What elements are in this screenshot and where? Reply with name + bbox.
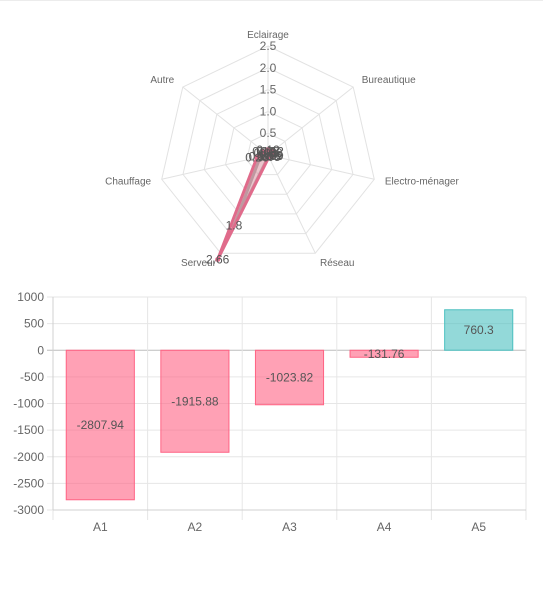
bar	[444, 309, 514, 351]
radar-data-label: 0.08	[259, 146, 283, 160]
bar-data-label: -1915.88	[171, 394, 219, 408]
bar-y-tick-labels: 1000 500 0 -500 -1000 -1500 -2000 -2500 -3000	[13, 290, 44, 517]
bar-data-label: -131.76	[364, 347, 405, 361]
radar-data-label: 0.26	[245, 151, 269, 165]
bar-y-tick-label: 500	[24, 317, 44, 331]
radar-grid-ring	[246, 132, 290, 176]
bar-x-tick-labels: A1 A2 A3 A4 A5	[93, 520, 486, 534]
bar-y-tick-label: -1000	[13, 397, 44, 411]
radar-data-label: 0.18	[249, 150, 273, 164]
radar-tick-label: 2.0	[260, 61, 277, 75]
bar-y-tick-label: -3000	[13, 503, 44, 517]
bar-y-tick-label: 1000	[17, 290, 44, 304]
radar-tick-label: 0.5	[260, 126, 277, 140]
bar	[160, 349, 230, 453]
radar-tick-label: 2.5	[260, 39, 277, 53]
radar-point	[266, 154, 272, 160]
radar-axis-label: Autre	[150, 75, 174, 86]
bar-x-tick-label: A2	[188, 520, 203, 534]
bar-data-labels: -2807.94 -1915.88 -1023.82 -131.76 760.3	[77, 323, 494, 432]
bar-x-tick-label: A4	[377, 520, 392, 534]
radar-axis-label: Serveur	[181, 258, 217, 269]
radar-spoke	[267, 86, 354, 156]
radar-axis-label: Electro-ménager	[385, 177, 460, 188]
radar-point	[261, 149, 267, 155]
radar-grid-ring	[182, 67, 354, 235]
radar-data-label: 0.12	[252, 145, 276, 159]
radar-data-label: 0.09	[260, 149, 284, 163]
radar-data-label: 0.08	[254, 146, 278, 160]
bar	[254, 349, 325, 406]
radar-spoke	[267, 154, 316, 254]
radar-tick-labels: 0.5 1.0 1.5 2.0 2.5	[260, 39, 277, 140]
radar-axis-labels: Eclairage Bureautique Electro-ménager Résea…	[105, 30, 459, 269]
radar-data-label: 0.08	[256, 145, 280, 159]
radar-point	[269, 149, 275, 155]
bar-y-tick-label: 0	[37, 343, 44, 357]
radar-spoke	[182, 86, 269, 156]
radar-grid-ring	[224, 110, 312, 195]
radar-data-label: 0.12	[256, 143, 280, 157]
radar-point	[254, 155, 260, 161]
radar-axis-label: Bureautique	[362, 75, 416, 86]
radar-axis-label: Eclairage	[247, 30, 289, 41]
bar-grid	[47, 296, 527, 520]
bar-y-tick-label: -1500	[13, 423, 44, 437]
bar-marks	[65, 309, 514, 501]
radar-series-area	[216, 148, 274, 261]
radar-spoke	[267, 154, 375, 180]
radar-point	[265, 147, 271, 153]
bar-y-tick-label: -500	[20, 370, 44, 384]
radar-chart: Eclairage Bureautique Electro-ménager Résea…	[105, 30, 459, 269]
bar	[65, 349, 135, 501]
radar-point	[215, 256, 221, 262]
bar-y-tick-label: -2000	[13, 450, 44, 464]
radar-spoke	[161, 154, 269, 180]
radar-data-label: 0.12	[260, 145, 284, 159]
radar-data-label: 0.05	[257, 150, 281, 164]
radar-data-label: 0.03	[257, 149, 281, 163]
radar-axis-label: Chauffage	[105, 177, 151, 188]
top-divider	[0, 0, 543, 1]
bar-x-tick-label: A1	[93, 520, 108, 534]
bar-y-tick-label: -2500	[13, 476, 44, 490]
bar	[349, 349, 419, 358]
radar-grid-ring	[161, 45, 375, 254]
bar-x-tick-label: A3	[282, 520, 297, 534]
radar-tick-label: 1.5	[260, 83, 277, 97]
bar-data-label: 760.3	[464, 323, 494, 337]
radar-data-label: 2.66	[206, 252, 230, 266]
bar-x-tick-label: A5	[471, 520, 486, 534]
bar-data-label: -1023.82	[266, 371, 314, 385]
bar-data-label: -2807.94	[77, 418, 125, 432]
radar-grid-ring	[203, 89, 333, 215]
radar-series	[215, 147, 275, 262]
radar-data-label: 1.8	[226, 219, 243, 233]
radar-data-label: 0.06	[259, 149, 283, 163]
radar-tick-label: 1.0	[260, 104, 277, 118]
radar-axis-label: Réseau	[320, 258, 354, 269]
radar-data-labels: 0.120.120.090.05 2.66 0.260.120.080.080.06…	[206, 143, 284, 267]
